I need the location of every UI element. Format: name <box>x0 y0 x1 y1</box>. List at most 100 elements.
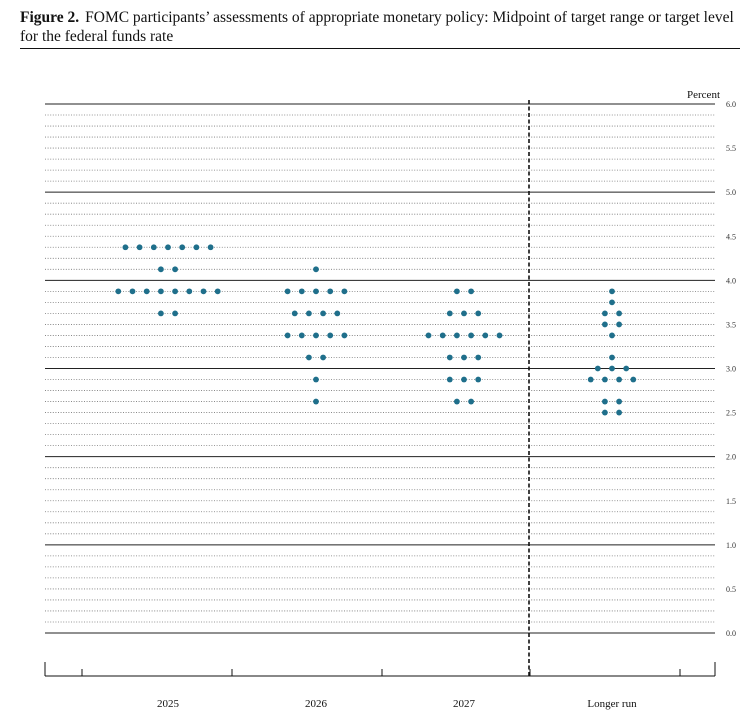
dot <box>609 365 615 372</box>
dot <box>122 244 129 251</box>
dot <box>158 310 164 317</box>
dot <box>630 376 637 383</box>
dot <box>602 376 608 383</box>
dot <box>446 310 453 317</box>
dot <box>179 244 186 251</box>
y-tick-label: 0.5 <box>726 585 736 594</box>
y-axis-label: Percent <box>687 89 720 101</box>
dot <box>298 288 305 295</box>
dot <box>158 288 164 295</box>
dot <box>284 288 291 295</box>
y-tick-label: 4.0 <box>726 276 736 285</box>
dot <box>172 288 179 295</box>
dot <box>320 310 326 317</box>
dot <box>602 321 608 328</box>
gridlines <box>45 103 715 634</box>
figure-title: Figure 2. FOMC participants’ assessments … <box>20 8 740 46</box>
dot <box>193 244 200 251</box>
dot <box>214 288 221 295</box>
dot <box>602 398 608 405</box>
figure-title-text: FOMC participants’ assessments of approp… <box>20 9 734 45</box>
dot <box>602 310 608 317</box>
dot <box>616 376 622 383</box>
dot <box>461 354 467 361</box>
dot <box>165 244 171 251</box>
dot <box>439 332 446 339</box>
dot <box>136 244 143 251</box>
dot <box>313 288 319 295</box>
dot <box>341 332 348 339</box>
dot <box>298 332 305 339</box>
y-tick-label: 3.0 <box>726 365 736 374</box>
y-tick-label: 5.5 <box>726 144 736 153</box>
dot <box>172 266 179 273</box>
dot <box>616 321 622 328</box>
dot <box>129 288 136 295</box>
dot <box>291 310 298 317</box>
dot <box>143 288 150 295</box>
dot <box>158 266 164 273</box>
dot <box>609 299 615 306</box>
dot <box>616 310 622 317</box>
y-tick-label: 2.5 <box>726 409 736 418</box>
dot <box>313 332 319 339</box>
dot <box>609 354 615 361</box>
dot <box>475 310 482 317</box>
y-tick-label: 1.0 <box>726 541 736 550</box>
title-rule <box>20 48 740 49</box>
y-tick-label: 2.0 <box>726 453 736 462</box>
dot <box>150 244 157 251</box>
dot <box>468 398 474 405</box>
dot <box>454 332 460 339</box>
y-tick-label: 3.5 <box>726 320 736 329</box>
dot <box>284 332 291 339</box>
x-tick-label: 2026 <box>305 698 328 710</box>
dot <box>306 310 312 317</box>
dot <box>468 332 474 339</box>
y-axis: Percent 0.0 0.5 1.0 1.5 2.0 2.5 3.0 3.5 4.0 4.5 5.… <box>687 89 736 638</box>
dot <box>186 288 193 295</box>
dot <box>425 332 432 339</box>
dot <box>454 398 460 405</box>
dot <box>461 376 467 383</box>
dot <box>313 376 319 383</box>
dot <box>475 354 482 361</box>
x-axis: 2025 2026 2027 Longer run <box>44 662 716 710</box>
dot <box>602 409 608 416</box>
dot <box>200 288 207 295</box>
dot <box>327 288 334 295</box>
dot <box>587 376 594 383</box>
dot <box>461 310 467 317</box>
dot <box>341 288 348 295</box>
dot <box>482 332 489 339</box>
x-tick-label: 2027 <box>453 698 476 710</box>
dot <box>623 365 630 372</box>
x-tick-label: 2025 <box>157 698 180 710</box>
figure-label: Figure 2. <box>20 9 80 26</box>
dot <box>172 310 179 317</box>
dot <box>327 332 334 339</box>
y-tick-label: 0.0 <box>726 629 736 638</box>
dot <box>475 376 482 383</box>
dot <box>594 365 601 372</box>
y-tick-label: 4.5 <box>726 232 736 241</box>
dot <box>313 398 319 405</box>
x-tick-label: Longer run <box>587 698 637 710</box>
dot <box>454 288 460 295</box>
dot <box>306 354 312 361</box>
dot <box>313 266 319 273</box>
dot <box>616 398 622 405</box>
y-tick-label: 6.0 <box>726 100 736 109</box>
dot <box>446 354 453 361</box>
dot <box>334 310 341 317</box>
dot <box>496 332 503 339</box>
dot <box>609 332 615 339</box>
y-tick-label: 5.0 <box>726 188 736 197</box>
dot <box>320 354 326 361</box>
dot <box>609 288 615 295</box>
dots <box>115 244 637 416</box>
dot <box>446 376 453 383</box>
dot <box>616 409 622 416</box>
dot <box>115 288 122 295</box>
